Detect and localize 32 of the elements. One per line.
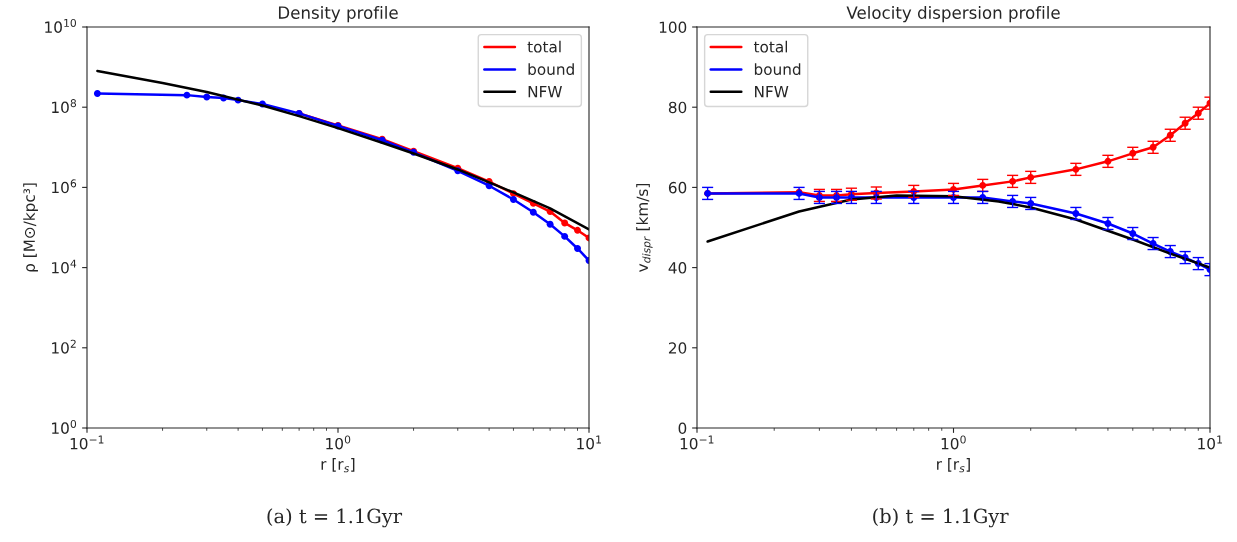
legend-label: total <box>753 40 788 53</box>
text: (a) t = 1.1Gyr <box>267 508 403 528</box>
y-tick-label: 40 <box>668 262 687 274</box>
x-tick-label: 10$^{1}$ <box>1198 435 1222 450</box>
legend-label: NFW <box>755 86 789 98</box>
text: (b) t = 1.1Gyr <box>873 508 1009 528</box>
y-tick-label: 10$^{4}$ <box>52 259 77 274</box>
x-tick-label: 10$^{0}$ <box>941 435 966 450</box>
legend-label: bound <box>528 63 574 75</box>
x-tick-label: 10$^{−1}$ <box>680 435 714 450</box>
y-tick-label: 10$^{6}$ <box>52 179 77 194</box>
y-tick-label: 80 <box>668 101 687 114</box>
y-axis-title: ρ [M⊙/kpc³] <box>23 183 38 272</box>
y-axis-title: v$_{dispr}$ [km/s] <box>636 183 653 272</box>
y-tick-label: 10$^{8}$ <box>52 99 77 114</box>
legend-label: bound <box>754 63 801 75</box>
y-tick-label: 10$^{0}$ <box>52 419 77 434</box>
y-tick-label: 100 <box>659 21 687 34</box>
y-tick-label: 10$^{2}$ <box>52 339 76 354</box>
y-tick-label: 20 <box>668 342 687 354</box>
chart-title: Density profile <box>278 6 398 23</box>
legend-label: total <box>527 40 561 53</box>
chart-title: Velocity dispersion profile <box>846 6 1060 23</box>
x-tick-label: 10$^{−1}$ <box>70 435 104 450</box>
y-tick-label: 0 <box>678 422 687 435</box>
x-tick-label: 10$^{0}$ <box>326 435 351 450</box>
x-axis-title: r [r$_{s}$] <box>321 458 355 473</box>
y-tick-label: 10$^{10}$ <box>45 18 76 33</box>
y-tick-label: 60 <box>668 181 687 194</box>
x-axis-title: r [r$_{s}$] <box>937 458 970 473</box>
legend-label: NFW <box>528 86 562 98</box>
x-tick-label: 10$^{1}$ <box>577 435 601 450</box>
